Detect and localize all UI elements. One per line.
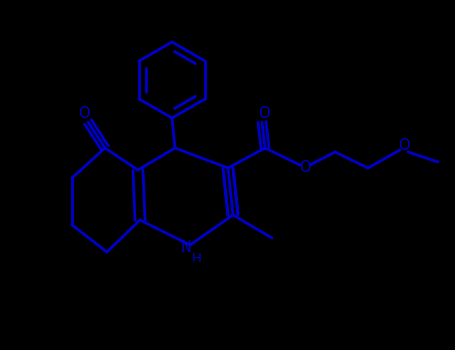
- Text: O: O: [78, 105, 90, 120]
- Text: N: N: [181, 240, 192, 256]
- Text: O: O: [258, 105, 270, 120]
- Text: O: O: [299, 161, 311, 175]
- Text: O: O: [398, 138, 410, 153]
- Text: H: H: [192, 252, 202, 266]
